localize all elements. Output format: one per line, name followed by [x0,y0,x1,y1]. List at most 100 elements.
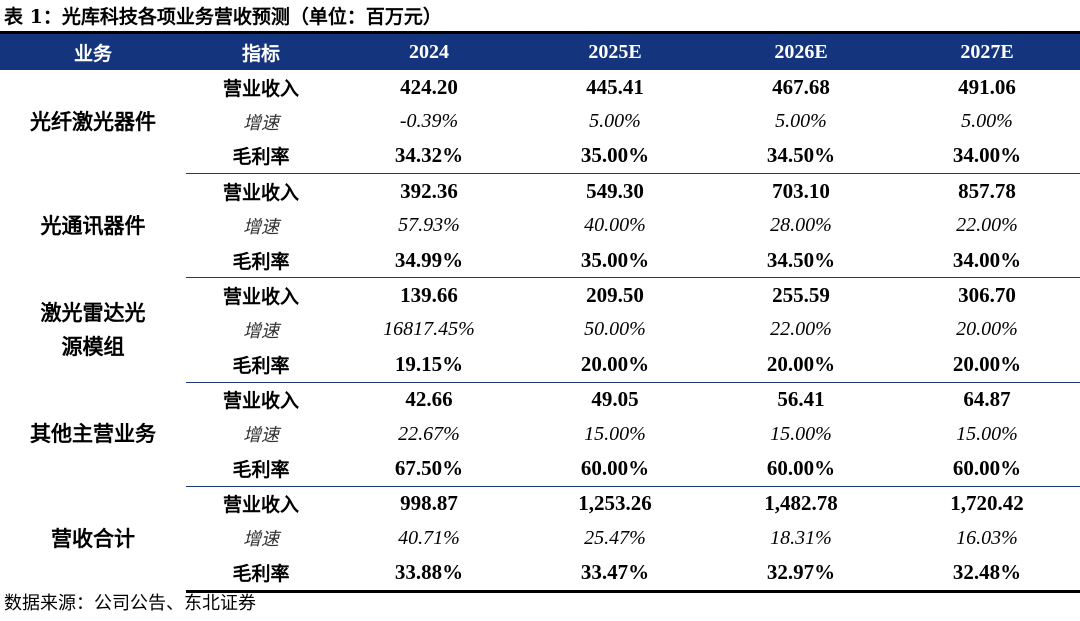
top-rule [0,31,1080,34]
value-cell: 33.88% [336,555,522,593]
value-cell: 49.05 [591,387,639,412]
value-cell: 60.00% [894,451,1080,487]
table-row: 增速 40.71% 25.47% 18.31% 16.03% [0,521,1080,555]
table-row: 营收合计 营业收入 998.87 1,253.26 1,482.78 1,720.42 [0,486,1080,550]
value-cell: 32.97% [708,555,894,593]
value-cell: 15.00% [956,422,1018,445]
value-cell: 18.31% [770,526,832,549]
segment-name-other-business: 其他主营业务 [30,422,156,447]
table-row: 增速 22.67% 15.00% 15.00% 15.00% [0,417,1080,451]
value-cell: 20.00% [956,318,1018,341]
table-header-row: 业务 指标 2024 2025E 2026E 2027E [0,34,1080,70]
value-cell: 1,253.26 [578,491,652,516]
value-cell: 445.41 [586,74,644,99]
value-cell: 42.66 [405,387,453,412]
value-cell: 998.87 [400,491,458,516]
value-cell: 57.93% [398,214,460,237]
value-cell: 50.00% [584,318,646,341]
metric-label: 增速 [243,320,279,342]
metric-label: 毛利率 [186,242,336,279]
forecast-table: 业务 指标 2024 2025E 2026E 2027E 光纤激光器件 营业收入 4… [0,34,1080,593]
value-cell: 306.70 [958,283,1016,308]
value-cell: 20.00% [522,347,708,383]
table-row: 毛利率 34.99% 35.00% 34.50% 34.00% [0,242,1080,279]
value-cell: 25.47% [584,526,646,549]
metric-label: 毛利率 [186,451,336,487]
value-cell: 34.99% [336,242,522,279]
segment-name-lidar-source: 激光雷达光 源模组 [40,300,146,359]
value-cell: 1,482.78 [764,491,838,516]
value-cell: 424.20 [400,74,458,99]
header-year-2024: 2024 [336,34,522,70]
header-year-2027e: 2027E [894,34,1080,70]
value-cell: 467.68 [772,74,830,99]
header-year-2025e: 2025E [522,34,708,70]
value-cell: 40.00% [584,214,646,237]
value-cell: 20.00% [894,347,1080,383]
value-cell: 60.00% [522,451,708,487]
value-cell: 56.41 [777,387,825,412]
value-cell: 1,720.42 [950,491,1024,516]
source-note: 数据来源：公司公告、东北证券 [4,593,256,614]
value-cell: 35.00% [522,138,708,175]
metric-label: 营业收入 [222,390,299,413]
segment-name-fiber-laser: 光纤激光器件 [30,109,156,134]
value-cell: 40.71% [398,526,460,549]
value-cell: 67.50% [336,451,522,487]
metric-label: 营业收入 [222,494,299,517]
table-row: 毛利率 67.50% 60.00% 60.00% 60.00% [0,451,1080,487]
segment-name-optical-comm: 光通讯器件 [40,213,146,238]
value-cell: 22.00% [770,318,832,341]
metric-label: 增速 [243,112,279,134]
table-row: 光纤激光器件 营业收入 424.20 445.41 467.68 491.06 [0,70,1080,134]
value-cell: 255.59 [772,283,830,308]
value-cell: 209.50 [586,283,644,308]
value-cell: 28.00% [770,214,832,237]
table-row: 增速 16817.45% 50.00% 22.00% 20.00% [0,313,1080,347]
segment-name-total: 营收合计 [51,526,135,551]
value-cell: 703.10 [772,178,830,203]
metric-label: 毛利率 [186,555,336,593]
table-row: 光通讯器件 营业收入 392.36 549.30 703.10 857.78 [0,174,1080,238]
value-cell: 16817.45% [383,318,475,341]
value-cell: 5.00% [961,110,1013,133]
value-cell: 392.36 [400,178,458,203]
value-cell: 15.00% [584,422,646,445]
value-cell: 5.00% [775,110,827,133]
value-cell: 22.67% [398,422,460,445]
value-cell: 34.00% [894,242,1080,279]
value-cell: 549.30 [586,178,644,203]
value-cell: 64.87 [963,387,1011,412]
value-cell: 35.00% [522,242,708,279]
value-cell: 139.66 [400,283,458,308]
value-cell: 34.50% [708,242,894,279]
table-caption: 表 1：光库科技各项业务营收预测（单位：百万元） [4,6,442,28]
value-cell: 34.32% [336,138,522,175]
value-cell: 60.00% [708,451,894,487]
header-metric: 指标 [186,34,336,70]
table-row: 其他主营业务 营业收入 42.66 49.05 56.41 64.87 [0,382,1080,446]
metric-label: 毛利率 [186,138,336,175]
table-body: 光纤激光器件 营业收入 424.20 445.41 467.68 491.06 增速 -0.3… [0,70,1080,593]
value-cell: 34.00% [894,138,1080,175]
header-segment: 业务 [0,34,186,70]
header-year-2026e: 2026E [708,34,894,70]
metric-label: 毛利率 [186,347,336,383]
value-cell: 491.06 [958,74,1016,99]
value-cell: 22.00% [956,214,1018,237]
table-row: 增速 -0.39% 5.00% 5.00% 5.00% [0,104,1080,138]
metric-label: 增速 [243,425,279,447]
value-cell: 19.15% [336,347,522,383]
metric-label: 营业收入 [222,77,299,100]
value-cell: -0.39% [399,110,459,133]
value-cell: 20.00% [708,347,894,383]
table-row: 激光雷达光 源模组 营业收入 139.66 209.50 255.59 306.70 [0,278,1080,359]
value-cell: 5.00% [589,110,641,133]
table-row: 毛利率 19.15% 20.00% 20.00% 20.00% [0,347,1080,383]
value-cell: 857.78 [958,178,1016,203]
value-cell: 15.00% [770,422,832,445]
metric-label: 增速 [243,216,279,238]
value-cell: 16.03% [956,526,1018,549]
table-row: 毛利率 34.32% 35.00% 34.50% 34.00% [0,138,1080,175]
table-row: 毛利率 33.88% 33.47% 32.97% 32.48% [0,555,1080,593]
